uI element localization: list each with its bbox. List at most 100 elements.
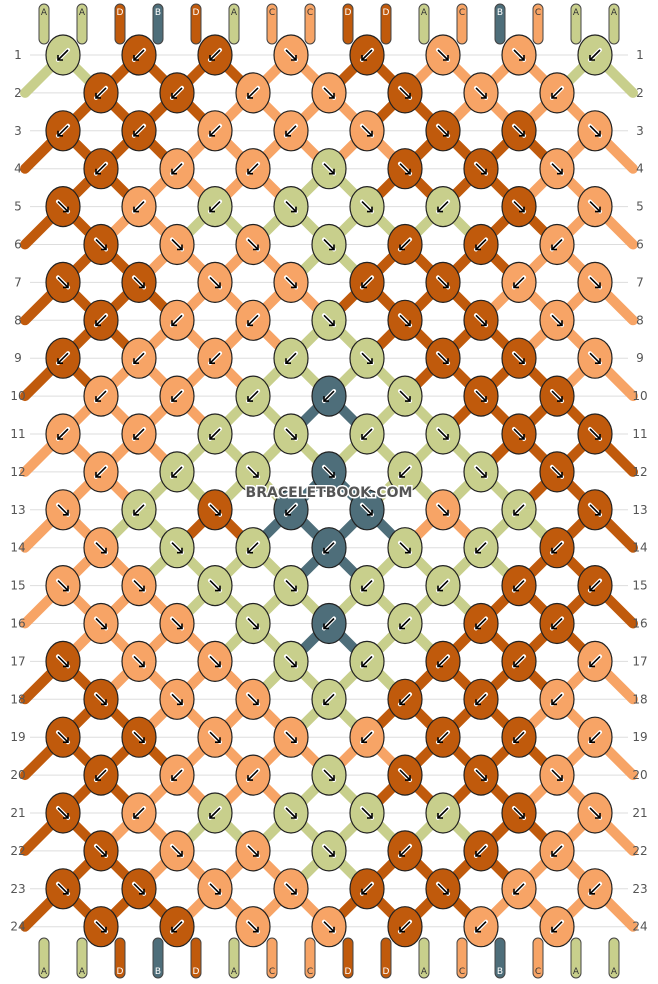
knot-arrowhead-icon bbox=[177, 244, 183, 251]
knot-arrow-icon bbox=[437, 504, 449, 516]
knot-arrow-icon bbox=[57, 807, 69, 819]
knot-arrowhead-icon bbox=[329, 471, 335, 478]
knot-arrow-icon bbox=[399, 845, 411, 857]
row-label-right: 22 bbox=[632, 844, 647, 858]
knot-arrow-icon bbox=[551, 163, 563, 175]
knot-arrow-icon bbox=[513, 580, 525, 592]
knot-arrowhead-icon bbox=[95, 396, 101, 402]
knot-arrow-icon bbox=[285, 731, 297, 743]
knot-arrow-icon bbox=[475, 693, 487, 705]
knot-arrowhead-icon bbox=[171, 471, 177, 478]
knot bbox=[311, 678, 347, 720]
strand-end bbox=[532, 937, 544, 979]
knot bbox=[159, 223, 195, 266]
knot-arrow-icon bbox=[95, 238, 107, 251]
knot bbox=[539, 299, 575, 341]
knot-arrowhead-icon bbox=[95, 320, 101, 327]
row-label-left: 11 bbox=[10, 427, 25, 441]
knot-arrow-icon bbox=[247, 921, 259, 933]
row-label-right: 13 bbox=[632, 503, 647, 517]
strand-end bbox=[532, 3, 544, 45]
knot bbox=[273, 261, 309, 303]
knot-arrow-icon bbox=[513, 201, 525, 213]
knot-arrow-icon bbox=[323, 466, 335, 478]
strand-color-label: C bbox=[535, 967, 541, 977]
knot bbox=[83, 299, 119, 341]
row-label-right: 18 bbox=[632, 692, 647, 706]
strand-end bbox=[266, 3, 278, 45]
knot-arrowhead-icon bbox=[437, 585, 443, 592]
knot-arrow-icon bbox=[247, 845, 259, 857]
knot-arrow-icon bbox=[133, 276, 145, 288]
knot-arrowhead-icon bbox=[361, 585, 367, 592]
knot bbox=[197, 261, 233, 303]
knot bbox=[425, 868, 461, 910]
knot-arrowhead-icon bbox=[171, 396, 177, 402]
knot-arrow-icon bbox=[589, 201, 601, 213]
knot-arrowhead-icon bbox=[291, 585, 297, 592]
knot bbox=[121, 640, 157, 683]
strand-end bbox=[608, 3, 620, 45]
knot-arrow-icon bbox=[133, 125, 145, 137]
knot-arrowhead-icon bbox=[361, 55, 367, 61]
knot bbox=[235, 678, 271, 720]
knot bbox=[387, 830, 423, 872]
knot bbox=[577, 34, 613, 76]
knot bbox=[387, 602, 423, 645]
knot-arrow-icon bbox=[437, 49, 449, 61]
strand-color-label: A bbox=[611, 8, 618, 18]
strand-end bbox=[608, 937, 620, 979]
knot bbox=[197, 640, 233, 683]
knot-arrowhead-icon bbox=[215, 737, 221, 744]
knot-arrow-icon bbox=[209, 504, 221, 516]
strand-end bbox=[494, 937, 506, 979]
row-label-right: 2 bbox=[636, 86, 644, 100]
knot bbox=[539, 906, 575, 948]
knot bbox=[311, 72, 347, 114]
knot bbox=[159, 375, 195, 417]
row-label-left: 24 bbox=[10, 920, 25, 934]
watermark-text: BRACELETBOOK.COM bbox=[246, 485, 413, 501]
strand-end bbox=[228, 3, 240, 45]
knot bbox=[577, 413, 613, 455]
knot bbox=[501, 413, 537, 455]
knot bbox=[501, 868, 537, 910]
row-label-left: 22 bbox=[10, 844, 25, 858]
knot-arrowhead-icon bbox=[209, 813, 215, 819]
knot-arrow-icon bbox=[551, 314, 563, 326]
knot-arrowhead-icon bbox=[399, 699, 405, 706]
knot-arrowhead-icon bbox=[63, 737, 69, 744]
knot bbox=[83, 451, 119, 493]
knot bbox=[311, 223, 347, 266]
row-label-right: 11 bbox=[632, 427, 647, 441]
knot bbox=[501, 792, 537, 834]
knot-arrowhead-icon bbox=[171, 92, 177, 99]
strand-end bbox=[570, 3, 582, 45]
knot bbox=[463, 678, 499, 720]
knot bbox=[349, 110, 385, 152]
knot bbox=[463, 906, 499, 948]
knot bbox=[463, 527, 499, 569]
strand-end bbox=[456, 937, 468, 979]
knot-arrow-icon bbox=[57, 883, 69, 895]
knot bbox=[577, 261, 613, 303]
knot bbox=[197, 792, 233, 834]
knot-arrow-icon bbox=[285, 428, 297, 440]
knot-arrow-icon bbox=[209, 580, 221, 592]
row-label-left: 5 bbox=[14, 200, 22, 214]
knot-arrow-icon bbox=[589, 731, 601, 743]
knot-arrowhead-icon bbox=[215, 282, 221, 289]
strand-end bbox=[76, 3, 88, 45]
knot-arrow-icon bbox=[133, 731, 145, 743]
knot-arrow-icon bbox=[171, 542, 183, 554]
knot bbox=[387, 223, 423, 266]
knot-arrowhead-icon bbox=[253, 850, 259, 857]
knot bbox=[501, 640, 537, 683]
knot-arrowhead-icon bbox=[247, 396, 253, 402]
knot-arrow-icon bbox=[285, 201, 297, 213]
knot bbox=[349, 640, 385, 683]
knot-arrow-icon bbox=[513, 807, 525, 819]
row-label-left: 12 bbox=[10, 465, 25, 479]
knot-arrowhead-icon bbox=[329, 320, 335, 327]
knot-arrow-icon bbox=[475, 314, 487, 326]
